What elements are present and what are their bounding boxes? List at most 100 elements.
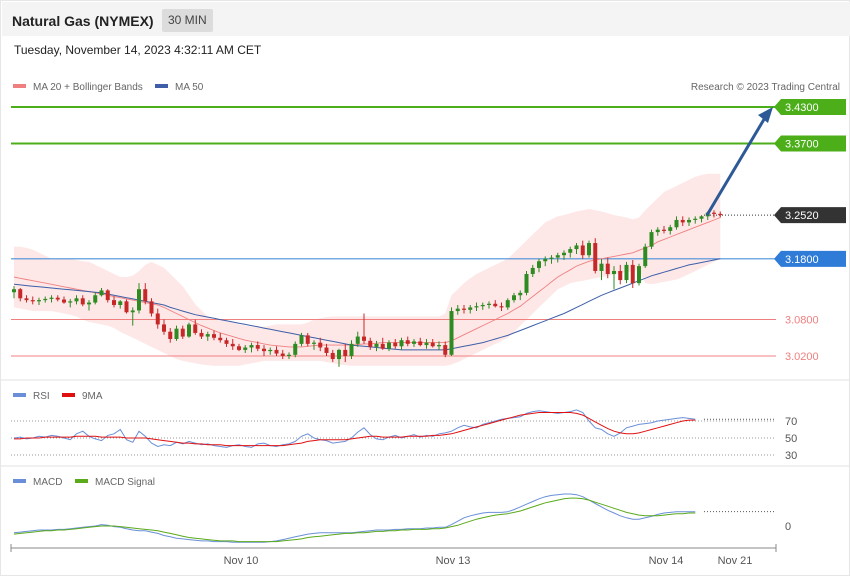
candle-body <box>505 300 510 308</box>
candle-body <box>637 266 641 284</box>
candle-body <box>693 218 698 220</box>
candle-body <box>55 297 60 300</box>
candle-body <box>424 342 429 346</box>
ma20-line <box>13 217 721 348</box>
level-tag <box>774 135 846 152</box>
candle-body <box>262 348 266 352</box>
candle-body <box>218 337 223 341</box>
candle-body <box>124 301 129 313</box>
x-axis: Nov 10 Nov 13 Nov 14 Nov 21 <box>10 544 777 567</box>
candle-body <box>118 301 123 305</box>
candle-body <box>462 308 466 310</box>
candle-body <box>455 308 460 312</box>
candle-body <box>562 252 566 256</box>
candle-body <box>574 245 579 250</box>
candle-body <box>405 340 410 344</box>
candle-body <box>149 301 154 314</box>
macd-tick-label: 0 <box>785 521 791 533</box>
candle-body <box>537 261 541 268</box>
timeframe-badge[interactable]: 30 MIN <box>162 9 213 32</box>
candle-body <box>312 342 316 344</box>
copyright-credit: Research © 2023 Trading Central <box>691 82 840 93</box>
level-label: 3.0800 <box>785 315 819 327</box>
candle-body <box>412 341 416 344</box>
candle-body <box>387 342 391 349</box>
candle-body <box>337 349 341 360</box>
candle-body <box>80 298 85 305</box>
candle-body <box>68 301 73 303</box>
candle-body <box>418 341 423 346</box>
candle-body <box>74 298 79 302</box>
candle-body <box>680 219 685 223</box>
candle-body <box>174 328 179 339</box>
candle-body <box>243 347 248 350</box>
candle-body <box>280 353 285 356</box>
candle-body <box>399 340 404 347</box>
candle-body <box>24 298 29 301</box>
candle-body <box>62 299 66 303</box>
legend-label: RSI <box>33 391 50 402</box>
candle-body <box>299 335 304 344</box>
instrument-title: Natural Gas (NYMEX) <box>12 13 154 29</box>
candle-body <box>593 243 598 271</box>
candle-body <box>568 249 573 253</box>
candle-body <box>30 300 35 302</box>
candle-body <box>155 313 160 325</box>
candle-body <box>87 302 91 305</box>
x-tick-label: Nov 10 <box>224 555 259 567</box>
candle-body <box>449 311 454 355</box>
candle-body <box>530 267 535 275</box>
candle-body <box>499 306 504 308</box>
candle-body <box>212 334 216 338</box>
rsi-panel: 70 50 30 RSI 9MA <box>11 391 797 462</box>
candle-body <box>662 229 666 231</box>
candle-body <box>468 307 473 310</box>
candle-body <box>512 295 516 301</box>
arrow-head <box>758 107 773 123</box>
candle-body <box>524 274 529 293</box>
legend-label: MACD <box>33 477 62 488</box>
candle-body <box>99 290 104 296</box>
candle-body <box>105 290 110 301</box>
candle-body <box>237 346 241 350</box>
candle-body <box>718 213 723 216</box>
legend-swatch <box>75 479 88 483</box>
target-arrow <box>705 107 773 216</box>
candle-body <box>193 324 198 333</box>
candle-body <box>130 310 135 313</box>
candle-body <box>180 328 185 337</box>
candle-body <box>649 232 654 247</box>
bollinger-band-fill <box>14 173 721 366</box>
candle-body <box>318 342 323 348</box>
candle-body <box>330 352 335 360</box>
candle-body <box>112 300 116 305</box>
legend-label: MACD Signal <box>95 477 155 488</box>
candle-body <box>699 216 704 219</box>
candle-body <box>668 227 673 231</box>
chart-timestamp: Tuesday, November 14, 2023 4:32:11 AM CE… <box>14 43 262 57</box>
candle-body <box>143 289 148 302</box>
candle-body <box>362 336 366 341</box>
key-levels: 3.4300 3.3700 3.2520 3.1800 3.0800 3.0200 <box>11 99 846 363</box>
candle-body <box>624 264 629 281</box>
candle-body <box>324 347 329 353</box>
level-label: 3.0200 <box>785 351 819 363</box>
rsi-tick-label: 70 <box>785 416 797 428</box>
level-label: 3.4300 <box>785 102 819 114</box>
candle-body <box>187 324 191 337</box>
level-label: 3.2520 <box>785 210 819 222</box>
candle-body <box>293 343 298 355</box>
arrow-shaft <box>705 115 768 216</box>
candle-body <box>393 342 398 347</box>
x-tick-label: Nov 13 <box>436 555 471 567</box>
legend-label: MA 50 <box>175 82 204 93</box>
candle-body <box>199 332 204 337</box>
candle-body <box>343 349 348 356</box>
candle-body <box>287 354 291 356</box>
candle-body <box>655 229 660 233</box>
rsi-tick-label: 50 <box>785 433 797 445</box>
price-legend: MA 20 + Bollinger Bands MA 50 <box>13 82 204 93</box>
candlesticks <box>12 210 723 367</box>
candle-body <box>480 304 485 307</box>
candle-body <box>255 345 260 349</box>
